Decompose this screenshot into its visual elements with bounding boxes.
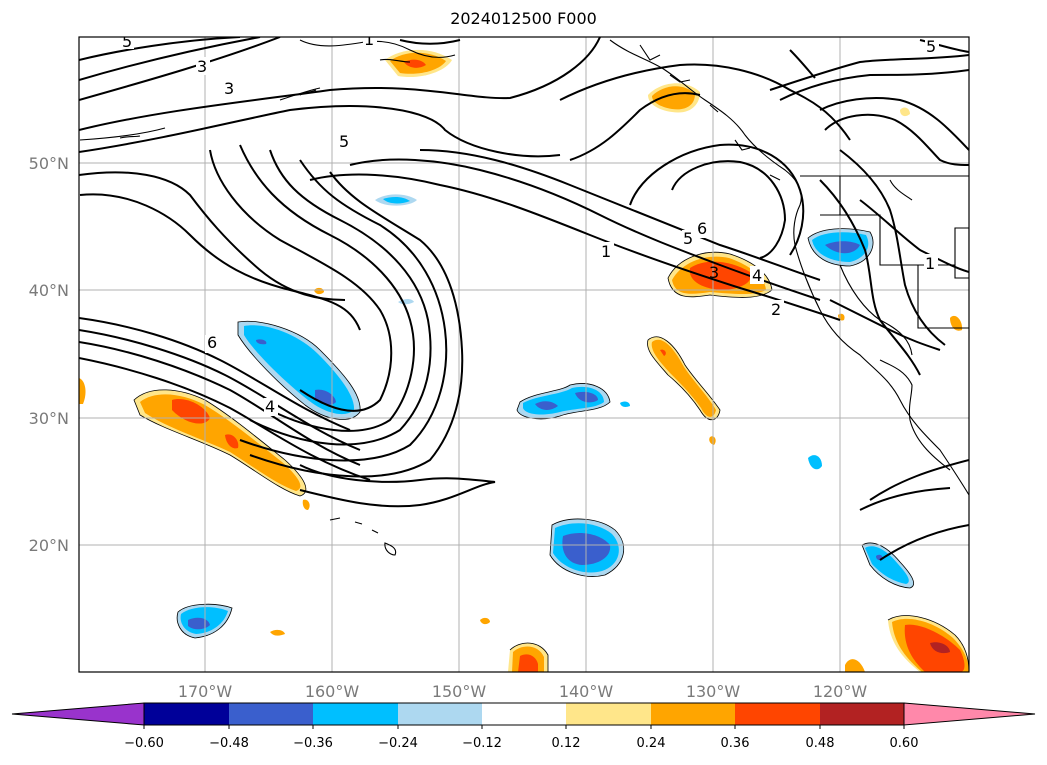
colorbar-tick-label: −0.60 — [124, 736, 164, 751]
colorbar-segment-2 — [229, 703, 313, 725]
contour-label-4-west: 4 — [265, 397, 275, 416]
lon-label-150w: 150°W — [432, 682, 487, 701]
contour-label-1-east: 1 — [601, 242, 611, 261]
colorbar-segment-8 — [735, 703, 820, 725]
contour-label-5-east: 5 — [683, 229, 693, 248]
contour-label-3-nw2: 3 — [224, 79, 234, 98]
colorbar-segment-6 — [566, 703, 651, 725]
map-frame — [78, 36, 970, 673]
colorbar-segment-5 — [482, 703, 566, 725]
colorbar-tick-label: −0.24 — [378, 736, 418, 751]
colorbar-tick-label: −0.48 — [209, 736, 249, 751]
colorbar-tick-label: 0.12 — [552, 736, 581, 751]
lat-label-50n: 50°N — [29, 154, 69, 173]
colorbar-tick-label: 0.24 — [637, 736, 666, 751]
blue-blob-coast — [808, 455, 822, 470]
contour-label-5-nw: 5 — [122, 32, 132, 51]
contour-label-2-east: 2 — [771, 300, 781, 319]
contour-label-4-east: 4 — [752, 266, 762, 285]
colorbar-segment-9 — [820, 703, 904, 725]
colorbar-tick-label: −0.12 — [462, 736, 502, 751]
lon-label-140w: 140°W — [559, 682, 614, 701]
gridlines — [79, 37, 969, 672]
colorbar-segment-3 — [313, 703, 398, 725]
colorbar-tick-label: 0.60 — [890, 736, 919, 751]
colorbar-tick-label: −0.36 — [293, 736, 333, 751]
map-title: 2024012500 F000 — [450, 9, 597, 28]
colorbar-tick-label: 0.36 — [721, 736, 750, 751]
contour-label-6-east: 6 — [697, 219, 707, 238]
contour-label-5-central: 5 — [339, 132, 349, 151]
contour-labels: 5 3 3 5 6 4 1 5 6 3 4 2 1 5 — [120, 30, 939, 416]
colorbar-segment-4 — [398, 703, 482, 725]
contour-label-1-north: 1 — [364, 30, 374, 49]
colorbar-extend-max — [903, 702, 1036, 726]
lon-label-120w: 120°W — [813, 682, 868, 701]
colorbar: −0.60 −0.48 −0.36 −0.24 −0.12 0.12 0.24 … — [11, 702, 1036, 751]
colorbar-tick-label: 0.48 — [806, 736, 835, 751]
lat-label-30n: 30°N — [29, 409, 69, 428]
colorbar-segment-7 — [651, 703, 735, 725]
colorbar-extend-min — [11, 702, 145, 726]
colorbar-segment-1 — [144, 703, 229, 725]
plot-area: 5 3 3 5 6 4 1 5 6 3 4 2 1 5 — [79, 30, 969, 672]
contour-label-3-nw: 3 — [197, 57, 207, 76]
contour-label-1-far-east: 1 — [925, 254, 935, 273]
fill-outlines — [133, 228, 969, 672]
contour-label-5-ne: 5 — [926, 37, 936, 56]
lat-label-20n: 20°N — [29, 536, 69, 555]
longitude-labels: 170°W 160°W 150°W 140°W 130°W 120°W — [178, 682, 868, 701]
lon-label-130w: 130°W — [686, 682, 741, 701]
lat-label-40n: 40°N — [29, 281, 69, 300]
coastlines — [79, 39, 969, 556]
lon-label-170w: 170°W — [178, 682, 233, 701]
geopotential-contours — [79, 37, 969, 561]
contour-label-6-west: 6 — [207, 333, 217, 352]
contour-label-3-east: 3 — [709, 263, 719, 282]
latitude-labels: 50°N 40°N 30°N 20°N — [29, 154, 69, 555]
lon-label-160w: 160°W — [305, 682, 360, 701]
